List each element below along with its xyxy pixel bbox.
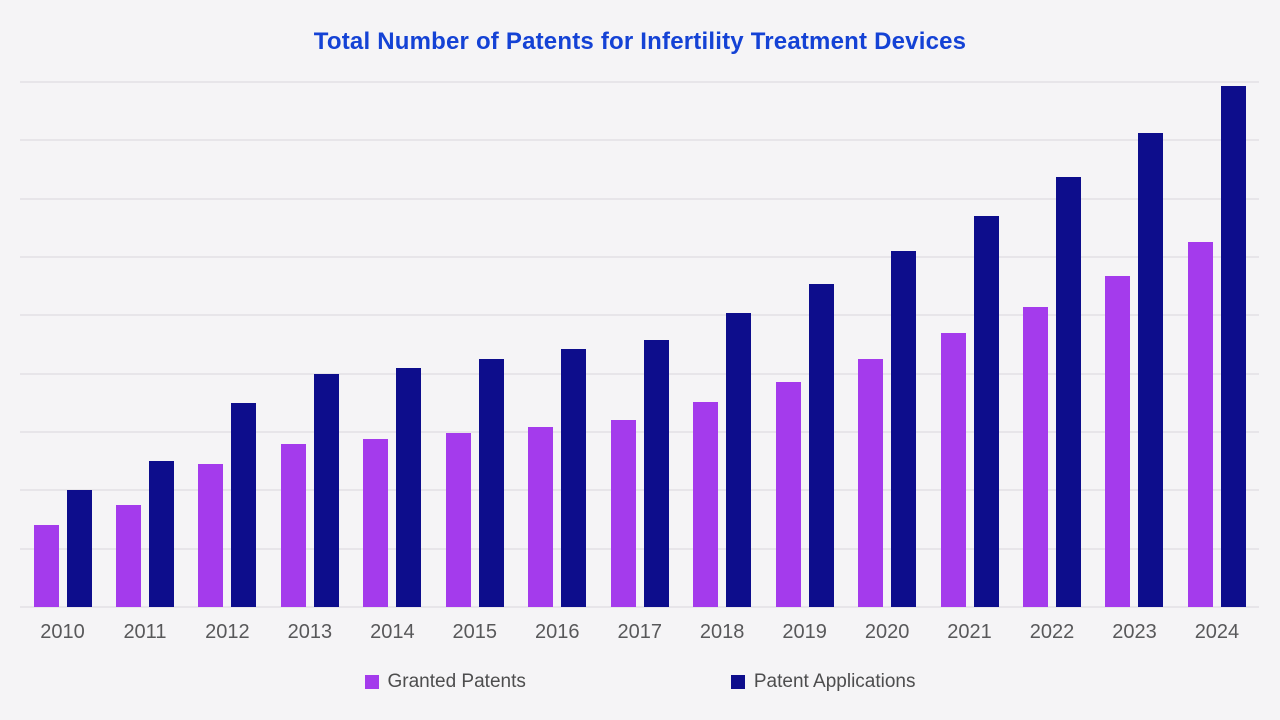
bar-patent-applications-2023 (1138, 133, 1164, 607)
gridline (20, 139, 1259, 142)
bar-patent-applications-2015 (478, 359, 504, 607)
bar-patent-applications-2024 (1220, 85, 1246, 607)
bar-patent-applications-2022 (1056, 176, 1082, 607)
bar-patent-applications-2014 (396, 367, 422, 607)
gridline (20, 372, 1259, 375)
gridline (20, 547, 1259, 550)
bar-granted-patents-2016 (528, 427, 554, 607)
bar-patent-applications-2021 (973, 216, 999, 607)
gridline (20, 81, 1259, 83)
bar-granted-patents-2012 (198, 464, 224, 607)
bar-granted-patents-2020 (858, 358, 884, 607)
bar-granted-patents-2024 (1187, 241, 1213, 607)
gridline (20, 489, 1259, 492)
gridline (20, 431, 1259, 433)
gridline (20, 197, 1259, 200)
gridline (20, 314, 1259, 317)
x-tick-2011: 2011 (123, 621, 167, 643)
x-tick-2019: 2019 (782, 621, 827, 643)
x-tick-2015: 2015 (452, 621, 498, 643)
bar-patent-applications-2013 (313, 373, 339, 607)
x-tick-2010: 2010 (40, 621, 85, 643)
bar-granted-patents-2017 (610, 420, 636, 607)
legend: Granted Patents Patent Applications (0, 671, 1280, 693)
bar-patent-applications-2012 (231, 402, 257, 607)
x-tick-2018: 2018 (699, 621, 745, 643)
bar-patent-applications-2010 (66, 490, 92, 607)
x-tick-2020: 2020 (864, 621, 910, 643)
gridline (20, 256, 1259, 258)
legend-item-granted-patents: Granted Patents (364, 671, 526, 693)
bar-patent-applications-2020 (891, 251, 917, 607)
bar-granted-patents-2021 (940, 333, 966, 607)
bar-patent-applications-2018 (726, 313, 752, 607)
bar-granted-patents-2011 (115, 504, 141, 607)
bar-granted-patents-2010 (33, 525, 59, 607)
bar-patent-applications-2017 (643, 340, 669, 607)
bar-granted-patents-2018 (693, 402, 719, 607)
bar-patent-applications-2019 (808, 283, 834, 607)
bar-granted-patents-2023 (1105, 276, 1131, 607)
legend-swatch-icon (364, 675, 379, 689)
chart-title: Total Number of Patents for Infertility … (313, 28, 967, 55)
bar-granted-patents-2015 (445, 433, 471, 607)
x-tick-2017: 2017 (617, 621, 662, 643)
x-tick-2021: 2021 (947, 621, 992, 643)
gridline (20, 606, 1259, 608)
bar-granted-patents-2014 (363, 439, 389, 607)
legend-swatch-icon (730, 675, 745, 689)
x-tick-2023: 2023 (1112, 621, 1157, 643)
legend-item-patent-applications: Patent Applications (730, 671, 916, 693)
bar-patent-applications-2016 (561, 349, 587, 607)
x-tick-2012: 2012 (205, 621, 250, 643)
bar-granted-patents-2022 (1023, 306, 1049, 607)
x-tick-2024: 2024 (1194, 621, 1240, 643)
plot-area (20, 81, 1259, 608)
x-tick-2014: 2014 (370, 621, 415, 643)
bar-patent-applications-2011 (148, 461, 174, 607)
bar-granted-patents-2019 (775, 381, 801, 607)
x-tick-2013: 2013 (287, 621, 333, 643)
bar-granted-patents-2013 (280, 443, 306, 607)
legend-label: Granted Patents (387, 671, 526, 692)
legend-label: Patent Applications (753, 671, 916, 692)
x-axis-labels: 2010 2011 2012 2013 2014 2015 2016 2017 2018 2019… (0, 621, 1280, 651)
x-tick-2022: 2022 (1029, 621, 1075, 643)
x-tick-2016: 2016 (535, 621, 580, 643)
